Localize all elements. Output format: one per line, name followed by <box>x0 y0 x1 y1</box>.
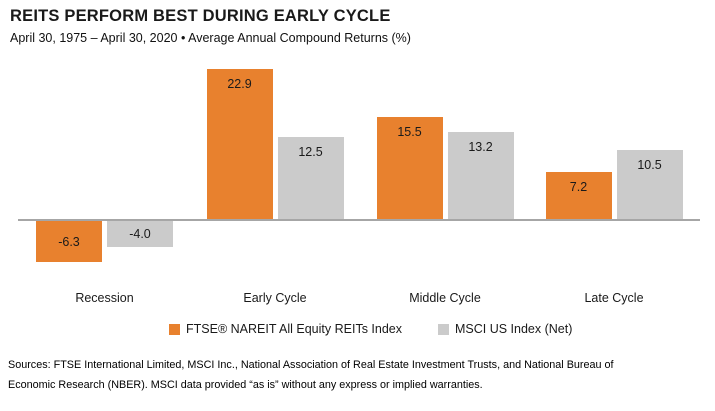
legend-label: MSCI US Index (Net) <box>455 322 573 336</box>
category-label-middle-cycle: Middle Cycle <box>409 291 481 305</box>
bar-value-label: 22.9 <box>227 76 252 91</box>
bar-value-label: 15.5 <box>397 125 422 140</box>
bar-msci-recession: -4.0 <box>107 221 173 248</box>
sources-line-1: Sources: FTSE International Limited, MSC… <box>8 359 614 371</box>
category-label-recession: Recession <box>75 291 134 305</box>
legend-item-ftse: FTSE® NAREIT All Equity REITs Index <box>169 322 402 336</box>
legend-swatch-icon <box>438 323 449 335</box>
bar-value-label: -6.3 <box>58 234 80 249</box>
bar-msci-early-cycle: 12.5 <box>277 136 344 219</box>
chart-subtitle: April 30, 1975 – April 30, 2020 • Averag… <box>10 31 411 45</box>
bar-ftse-recession: -6.3 <box>36 221 102 263</box>
bar-value-label: 13.2 <box>468 140 493 155</box>
category-label-early-cycle: Early Cycle <box>243 291 307 305</box>
sources-line-2: Economic Research (NBER). MSCI data prov… <box>8 379 483 391</box>
zero-axis-line <box>18 219 700 221</box>
legend-swatch-icon <box>169 323 180 335</box>
sources-note: Sources: FTSE International Limited, MSC… <box>8 355 614 395</box>
bar-value-label: 12.5 <box>298 144 323 159</box>
legend-label: FTSE® NAREIT All Equity REITs Index <box>186 322 402 336</box>
legend-item-msci: MSCI US Index (Net) <box>438 322 572 336</box>
bar-msci-middle-cycle: 13.2 <box>447 132 514 219</box>
category-label-late-cycle: Late Cycle <box>584 291 644 305</box>
bar-value-label: 7.2 <box>569 179 588 194</box>
bar-ftse-late-cycle: 7.2 <box>545 171 612 219</box>
bar-msci-late-cycle: 10.5 <box>616 150 683 219</box>
bar-chart: -6.3 22.9 15.5 7.2 -4.0 12.5 13.2 10.5 Recession… <box>0 55 715 315</box>
bar-ftse-middle-cycle: 15.5 <box>376 117 443 219</box>
bar-value-label: 10.5 <box>637 158 662 172</box>
bar-value-label: -4.0 <box>129 227 151 242</box>
chart-title: REITS PERFORM BEST DURING EARLY CYCLE <box>10 7 391 25</box>
bar-ftse-early-cycle: 22.9 <box>206 68 273 219</box>
